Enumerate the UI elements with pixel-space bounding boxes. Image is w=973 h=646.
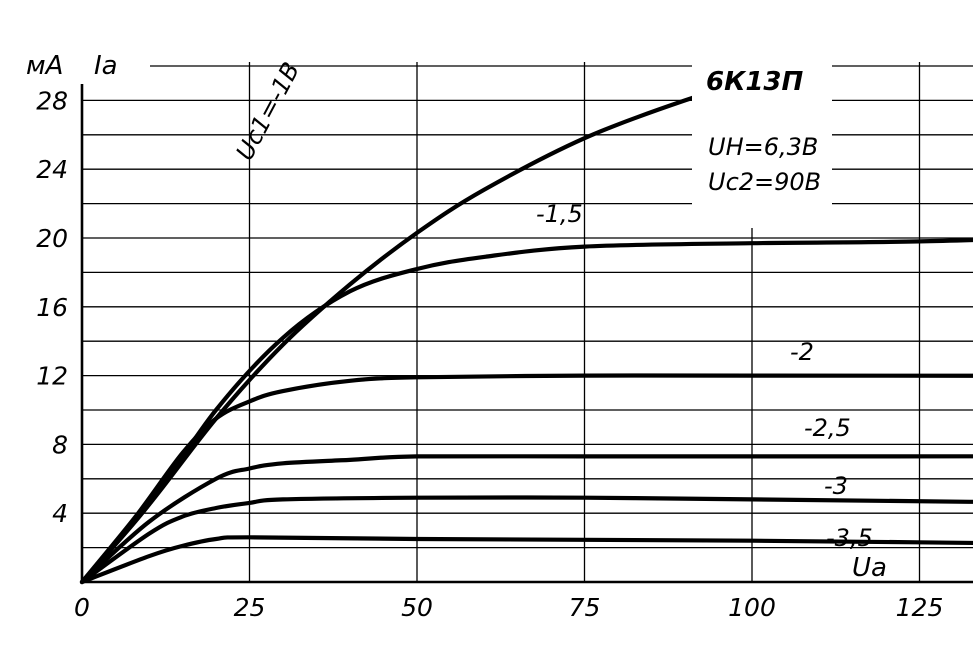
series-line-3 bbox=[79, 454, 973, 585]
tick-labels: 0255075100125150175200250В481216202428 bbox=[36, 86, 944, 622]
y-tick-label: 12 bbox=[36, 362, 68, 391]
series-label-0: Uс1=-1В bbox=[231, 58, 306, 165]
x-axis-label-box bbox=[842, 552, 908, 580]
axes bbox=[80, 62, 973, 584]
series-line-4 bbox=[79, 495, 973, 585]
grid bbox=[82, 62, 973, 582]
y-tick-label: 16 bbox=[36, 293, 68, 322]
screen-voltage-label: Uс2=90В bbox=[708, 168, 821, 196]
x-tick-label: 75 bbox=[569, 593, 601, 622]
heater-voltage-label: UН=6,3В bbox=[708, 133, 818, 161]
y-tick-label: 8 bbox=[52, 430, 68, 459]
x-tick-label: 100 bbox=[728, 593, 776, 622]
y-unit-box bbox=[20, 44, 150, 84]
series-label-1: -1,5 bbox=[536, 200, 583, 228]
series-line-5 bbox=[79, 535, 973, 585]
series-label-2: -2 bbox=[790, 338, 814, 366]
y-tick-label: 24 bbox=[36, 155, 68, 184]
title-box bbox=[692, 50, 832, 228]
x-tick-label: 25 bbox=[234, 593, 266, 622]
x-tick-label: 0 bbox=[74, 593, 90, 622]
y-tick-label: 4 bbox=[52, 499, 68, 528]
y-tick-label: 28 bbox=[36, 86, 68, 115]
y-tick-label: 20 bbox=[36, 224, 68, 253]
y-axis-label: Ia bbox=[94, 51, 118, 81]
chart-title: 6К13П bbox=[706, 67, 804, 97]
series-label-3: -2,5 bbox=[804, 414, 851, 442]
x-axis-label: Ua bbox=[852, 553, 887, 583]
x-tick-label: 50 bbox=[401, 593, 433, 622]
series-line-2 bbox=[79, 373, 973, 585]
x-tick-label: 125 bbox=[896, 593, 944, 622]
series-label-4: -3 bbox=[824, 472, 848, 500]
series-label-5: -3,5 bbox=[826, 524, 873, 552]
y-unit-label: мА bbox=[26, 51, 63, 81]
curves bbox=[79, 67, 973, 585]
